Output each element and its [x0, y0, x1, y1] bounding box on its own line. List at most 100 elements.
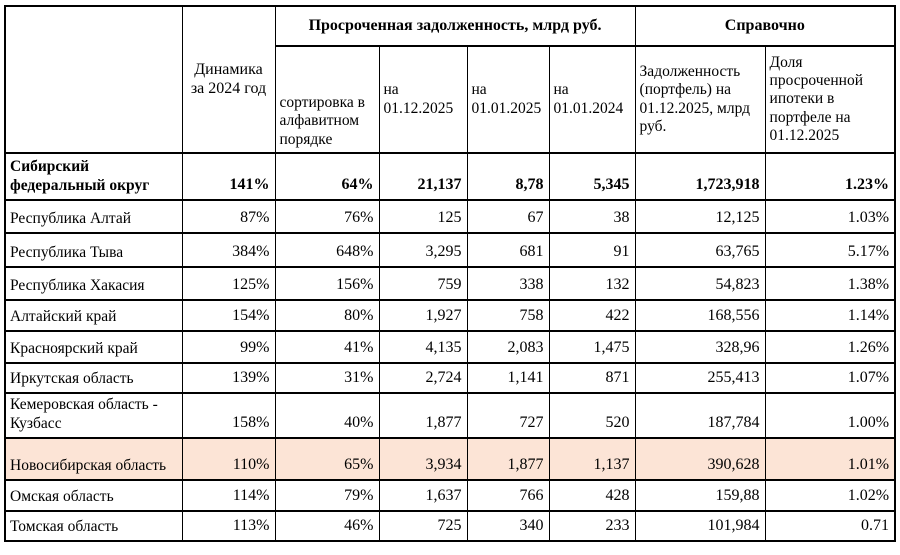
overdue-mortgage-debt-table: Динамика за 2024 год Просроченная задолж… [4, 5, 897, 542]
value-cell: 31% [274, 362, 380, 394]
value-cell: 132 [548, 266, 636, 301]
overdue-share-column-header: Доля просроченной ипотеки в портфеле на … [764, 45, 896, 154]
value-cell: 338 [466, 266, 550, 301]
value-cell: 64% [274, 152, 380, 201]
value-cell: 1,927 [378, 299, 468, 332]
value-cell: 21,137 [378, 152, 468, 201]
on-2025-12-01-column-header: на 01.12.2025 [378, 45, 468, 154]
region-cell: Алтайский край [4, 299, 183, 332]
value-cell: 1.02% [764, 479, 896, 512]
value-cell: 63,765 [634, 232, 766, 268]
table-row: Омская область 114% 79% 1,637 766 428 15… [4, 479, 896, 512]
value-cell: 428 [548, 479, 636, 512]
value-cell: 101,984 [634, 510, 766, 542]
value-cell: 125% [181, 266, 276, 301]
value-cell: 3,295 [378, 232, 468, 268]
value-cell: 110% [181, 437, 276, 481]
value-cell: 766 [466, 479, 550, 512]
portfolio-column-header: Задолженность (портфель) на 01.12.2025, … [634, 45, 766, 154]
value-cell: 1.00% [764, 392, 896, 439]
table-row-siberian-federal-district: Сибирский федеральный округ 141% 64% 21,… [4, 152, 896, 201]
value-cell: 648% [274, 232, 380, 268]
value-cell: 114% [181, 479, 276, 512]
value-cell: 233 [548, 510, 636, 542]
value-cell: 758 [466, 299, 550, 332]
value-cell: 1,723,918 [634, 152, 766, 201]
sort-column-header: сортировка в алфавитном порядке [274, 45, 380, 154]
value-cell: 1.03% [764, 199, 896, 234]
overdue-group-header: Просроченная задолженность, млрд руб. [274, 5, 636, 47]
value-cell: 1.14% [764, 299, 896, 332]
value-cell: 520 [548, 392, 636, 439]
value-cell: 5.17% [764, 232, 896, 268]
value-cell: 159,88 [634, 479, 766, 512]
value-cell: 1.23% [764, 152, 896, 201]
value-cell: 1,475 [548, 330, 636, 364]
table-row: Алтайский край 154% 80% 1,927 758 422 16… [4, 299, 896, 332]
table-row-novosibirsk-highlighted: Новосибирская область 110% 65% 3,934 1,8… [4, 437, 896, 481]
value-cell: 38 [548, 199, 636, 234]
table-row: Республика Алтай 87% 76% 125 67 38 12,12… [4, 199, 896, 234]
region-cell: Республика Тыва [4, 232, 183, 268]
table-row: Томская область 113% 46% 725 340 233 101… [4, 510, 896, 542]
value-cell: 40% [274, 392, 380, 439]
value-cell: 328,96 [634, 330, 766, 364]
region-cell: Кемеровская область - Кузбасс [4, 392, 183, 439]
on-2024-01-01-column-header: на 01.01.2024 [548, 45, 636, 154]
value-cell: 390,628 [634, 437, 766, 481]
region-cell: Красноярский край [4, 330, 183, 364]
region-cell: Республика Хакасия [4, 266, 183, 301]
value-cell: 76% [274, 199, 380, 234]
region-cell: Сибирский федеральный округ [4, 152, 183, 201]
table-row: Красноярский край 99% 41% 4,135 2,083 1,… [4, 330, 896, 364]
table-row: Республика Хакасия 125% 156% 759 338 132… [4, 266, 896, 301]
value-cell: 681 [466, 232, 550, 268]
value-cell: 1,637 [378, 479, 468, 512]
value-cell: 139% [181, 362, 276, 394]
value-cell: 1,137 [548, 437, 636, 481]
reference-group-header: Справочно [634, 5, 896, 47]
value-cell: 422 [548, 299, 636, 332]
region-cell: Омская область [4, 479, 183, 512]
value-cell: 3,934 [378, 437, 468, 481]
table-row: Кемеровская область - Кузбасс 158% 40% 1… [4, 392, 896, 439]
value-cell: 1,141 [466, 362, 550, 394]
value-cell: 1.01% [764, 437, 896, 481]
value-cell: 65% [274, 437, 380, 481]
value-cell: 5,345 [548, 152, 636, 201]
value-cell: 80% [274, 299, 380, 332]
value-cell: 727 [466, 392, 550, 439]
value-cell: 41% [274, 330, 380, 364]
value-cell: 99% [181, 330, 276, 364]
value-cell: 4,135 [378, 330, 468, 364]
region-cell: Иркутская область [4, 362, 183, 394]
value-cell: 1.07% [764, 362, 896, 394]
value-cell: 340 [466, 510, 550, 542]
value-cell: 46% [274, 510, 380, 542]
table-row: Республика Тыва 384% 648% 3,295 681 91 6… [4, 232, 896, 268]
value-cell: 12,125 [634, 199, 766, 234]
on-2025-01-01-column-header: на 01.01.2025 [466, 45, 550, 154]
value-cell: 154% [181, 299, 276, 332]
region-cell: Новосибирская область [4, 437, 183, 481]
value-cell: 87% [181, 199, 276, 234]
header-row-groups: Динамика за 2024 год Просроченная задолж… [4, 5, 896, 154]
value-cell: 91 [548, 232, 636, 268]
value-cell: 158% [181, 392, 276, 439]
value-cell: 113% [181, 510, 276, 542]
value-cell: 8,78 [466, 152, 550, 201]
value-cell: 156% [274, 266, 380, 301]
value-cell: 1,877 [466, 437, 550, 481]
dynamics-column-header: Динамика за 2024 год [181, 5, 276, 154]
header-row-columns: сортировка в алфавитном порядке на 01.12… [5, 45, 896, 154]
value-cell: 725 [378, 510, 468, 542]
value-cell: 1.26% [764, 330, 896, 364]
region-cell: Томская область [4, 510, 183, 542]
value-cell: 125 [378, 199, 468, 234]
value-cell: 255,413 [634, 362, 766, 394]
region-cell: Республика Алтай [4, 199, 183, 234]
value-cell: 2,083 [466, 330, 550, 364]
region-column-header [4, 5, 183, 154]
value-cell: 0.71 [764, 510, 896, 542]
value-cell: 2,724 [378, 362, 468, 394]
